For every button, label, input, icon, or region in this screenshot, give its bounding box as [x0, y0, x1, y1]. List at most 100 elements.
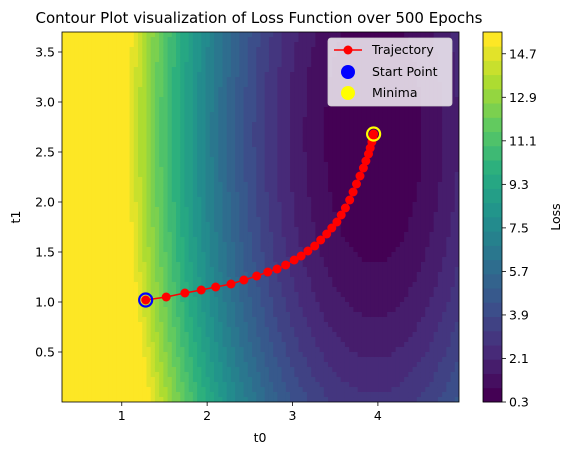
- contour-cell: [87, 327, 93, 333]
- contour-cell: [209, 132, 215, 138]
- contour-cell: [201, 242, 207, 248]
- contour-cell: [285, 57, 291, 63]
- contour-cell: [235, 57, 240, 63]
- contour-cell: [184, 77, 190, 83]
- contour-cell: [184, 152, 190, 158]
- contour-cell: [112, 47, 118, 53]
- contour-cell: [201, 37, 207, 43]
- contour-cell: [129, 342, 135, 348]
- contour-cell: [100, 372, 105, 378]
- contour-cell: [252, 247, 257, 253]
- contour-cell: [256, 67, 261, 73]
- contour-cell: [235, 72, 240, 78]
- contour-cell: [273, 222, 278, 228]
- contour-cell: [306, 72, 312, 78]
- contour-cell: [294, 377, 300, 383]
- contour-cell: [95, 107, 101, 113]
- contour-cell: [332, 117, 338, 123]
- contour-cell: [252, 157, 257, 163]
- contour-cell: [319, 302, 325, 308]
- contour-cell: [78, 277, 84, 283]
- contour-cell: [125, 227, 131, 233]
- contour-cell: [264, 177, 270, 183]
- contour-cell: [290, 392, 295, 398]
- contour-cell: [328, 167, 333, 173]
- contour-cell: [62, 87, 67, 93]
- contour-cell: [116, 47, 122, 53]
- contour-cell: [112, 297, 118, 303]
- contour-cell: [70, 177, 76, 183]
- contour-cell: [277, 327, 283, 333]
- contour-cell: [340, 122, 346, 128]
- contour-cell: [247, 167, 253, 173]
- contour-cell: [91, 327, 97, 333]
- contour-cell: [209, 47, 215, 53]
- contour-cell: [315, 57, 321, 63]
- contour-cell: [315, 157, 321, 163]
- contour-cell: [243, 237, 249, 243]
- contour-cell: [129, 312, 135, 318]
- contour-cell: [256, 342, 261, 348]
- contour-cell: [129, 92, 135, 98]
- contour-cell: [214, 377, 219, 383]
- contour-cell: [197, 322, 202, 328]
- contour-cell: [70, 347, 76, 353]
- contour-cell: [112, 257, 118, 263]
- contour-cell: [205, 232, 211, 238]
- contour-cell: [83, 232, 88, 238]
- contour-cell: [302, 337, 308, 343]
- contour-cell: [252, 297, 257, 303]
- contour-cell: [171, 357, 177, 363]
- contour-cell: [138, 87, 143, 93]
- contour-cell: [125, 217, 131, 223]
- contour-cell: [332, 122, 338, 128]
- contour-cell: [336, 292, 342, 298]
- contour-cell: [243, 352, 249, 358]
- contour-cell: [116, 207, 122, 213]
- contour-cell: [268, 167, 274, 173]
- contour-cell: [273, 352, 278, 358]
- contour-cell: [281, 207, 287, 213]
- contour-cell: [171, 92, 177, 98]
- contour-cell: [328, 207, 333, 213]
- contour-cell: [95, 102, 101, 108]
- contour-cell: [176, 127, 181, 133]
- contour-cell: [209, 137, 215, 143]
- contour-cell: [154, 217, 160, 223]
- contour-cell: [230, 172, 236, 178]
- contour-cell: [112, 122, 118, 128]
- contour-cell: [306, 352, 312, 358]
- contour-cell: [336, 137, 342, 143]
- contour-cell: [133, 247, 139, 253]
- contour-cell: [306, 62, 312, 68]
- contour-cell: [62, 367, 67, 373]
- contour-cell: [171, 97, 177, 103]
- contour-cell: [226, 162, 232, 168]
- contour-cell: [311, 162, 316, 168]
- contour-cell: [218, 387, 223, 393]
- contour-cell: [302, 352, 308, 358]
- contour-cell: [247, 82, 253, 88]
- contour-cell: [121, 42, 126, 48]
- contour-cell: [95, 92, 101, 98]
- contour-cell: [138, 137, 143, 143]
- contour-cell: [277, 237, 283, 243]
- contour-cell: [235, 102, 240, 108]
- contour-cell: [87, 382, 93, 388]
- contour-cell: [290, 137, 295, 143]
- contour-cell: [108, 382, 114, 388]
- contour-cell: [138, 372, 143, 378]
- contour-cell: [268, 387, 274, 393]
- contour-cell: [226, 97, 232, 103]
- contour-cell: [222, 57, 228, 63]
- contour-cell: [252, 267, 257, 273]
- contour-cell: [268, 87, 274, 93]
- contour-cell: [171, 102, 177, 108]
- contour-cell: [108, 142, 114, 148]
- contour-cell: [125, 222, 131, 228]
- contour-cell: [315, 32, 321, 38]
- contour-cell: [302, 367, 308, 373]
- contour-cell: [142, 392, 147, 398]
- contour-cell: [70, 302, 76, 308]
- contour-cell: [142, 252, 147, 258]
